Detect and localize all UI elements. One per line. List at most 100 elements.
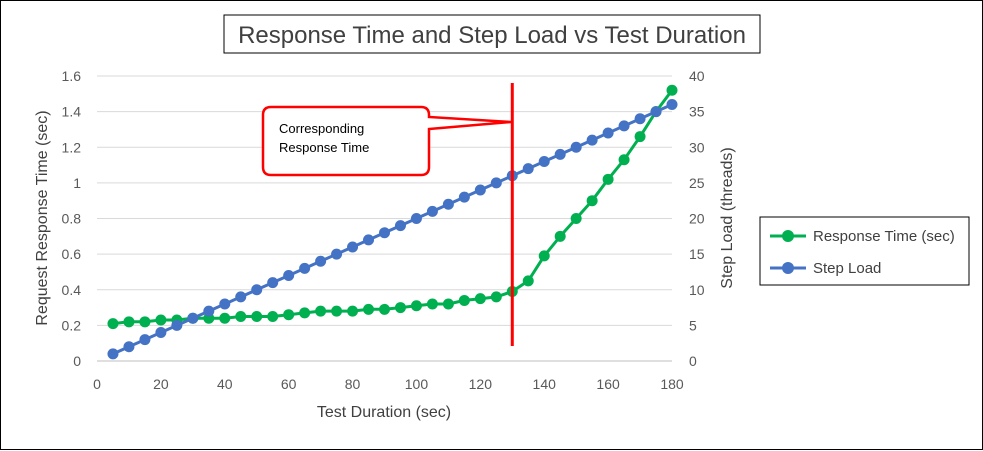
series-1-point <box>331 248 343 260</box>
chart-title: Response Time and Step Load vs Test Dura… <box>238 22 746 49</box>
y-tick-label: 0.4 <box>62 282 82 298</box>
series-0-point <box>586 195 598 207</box>
series-0-point <box>107 318 119 330</box>
y2-tick-label: 5 <box>689 317 697 333</box>
series-1-point <box>522 163 534 175</box>
series-0-point <box>267 310 279 322</box>
y-tick-label: 1.6 <box>62 68 82 84</box>
series-1-point <box>650 106 662 118</box>
series-0-point <box>394 302 406 314</box>
series-0-point <box>538 250 550 262</box>
x-tick-label: 0 <box>93 376 101 392</box>
series-0-point <box>299 307 311 319</box>
series-1-point <box>235 291 247 303</box>
y2-tick-label: 40 <box>689 68 705 84</box>
series-1-point <box>267 277 279 289</box>
series-1-point <box>458 191 470 203</box>
series-0-point <box>522 275 534 287</box>
series-1-point <box>171 319 183 331</box>
series-0-point <box>347 305 359 317</box>
series-1-point <box>139 334 151 346</box>
y-axis-title: Request Response Time (sec) <box>34 110 51 325</box>
series-1-point <box>666 99 678 110</box>
legend-label-response-time: Response Time (sec) <box>813 228 955 245</box>
series-1-point <box>123 341 135 353</box>
series-1-point <box>410 213 422 224</box>
x-tick-label: 120 <box>469 376 493 392</box>
series-0-point <box>283 309 295 321</box>
series-1-point <box>490 177 502 189</box>
series-1-point <box>394 220 406 232</box>
legend-marker-step-load <box>782 262 794 274</box>
series-0-point <box>139 316 151 328</box>
series-1-point <box>315 255 327 267</box>
legend-label-step-load: Step Load <box>813 260 881 277</box>
series-0-point <box>634 131 646 143</box>
y-tick-label: 0.6 <box>62 246 82 262</box>
series-layer <box>107 84 678 360</box>
legend-box <box>759 216 970 286</box>
series-1-point <box>251 284 263 296</box>
series-0-point <box>490 291 502 303</box>
series-0-point <box>363 303 375 315</box>
series-1-point <box>363 234 375 246</box>
legend: Response Time (sec) Step Load <box>759 216 970 286</box>
series-1-point <box>538 156 550 167</box>
series-0-point <box>219 312 231 324</box>
callout-line-1: Corresponding <box>279 121 364 136</box>
y2-tick-label: 30 <box>689 139 705 155</box>
series-0-point <box>315 305 327 317</box>
series-0-point <box>379 303 390 315</box>
y-tick-label: 1.4 <box>62 104 82 120</box>
series-0-point <box>235 310 247 322</box>
callout: Corresponding Response Time <box>261 105 512 177</box>
y2-tick-label: 15 <box>689 246 705 262</box>
series-0-point <box>554 230 566 242</box>
series-0-point <box>331 305 343 317</box>
x-tick-label: 80 <box>345 376 361 392</box>
series-1-point <box>634 113 646 125</box>
x-tick-label: 100 <box>405 376 429 392</box>
series-1-point <box>203 305 215 317</box>
y-tick-label: 0.2 <box>62 317 82 333</box>
x-tick-label: 160 <box>596 376 620 392</box>
x-tick-label: 60 <box>281 376 297 392</box>
series-0-point <box>602 173 614 185</box>
y2-tick-labels: 0 5 10 15 20 25 30 35 40 <box>689 68 705 369</box>
series-0-point <box>123 316 135 328</box>
series-1-point <box>474 184 486 196</box>
callout-box <box>261 105 512 177</box>
y2-tick-label: 35 <box>689 104 705 120</box>
x-tick-label: 40 <box>217 376 233 392</box>
series-1-point <box>586 134 598 146</box>
series-1-point <box>107 348 119 360</box>
title-box <box>223 14 761 54</box>
series-0-point <box>570 213 582 224</box>
y-tick-label: 1.2 <box>62 139 82 155</box>
series-1-point <box>155 327 167 338</box>
series-0-point <box>442 298 454 310</box>
series-0-point <box>426 298 438 310</box>
series-1-point <box>570 141 582 153</box>
series-1-point <box>219 298 231 310</box>
series-1-point <box>299 262 311 274</box>
series-0-point <box>155 314 167 326</box>
series-1-point <box>618 120 630 132</box>
x-tick-label: 20 <box>153 376 169 392</box>
series-0-point <box>458 294 470 306</box>
x-axis-title: Test Duration (sec) <box>317 404 451 421</box>
y-tick-label: 0 <box>73 353 81 369</box>
series-0-point <box>474 293 486 305</box>
y-tick-label: 0.8 <box>62 211 82 227</box>
y2-tick-label: 0 <box>689 353 697 369</box>
series-1-point <box>426 205 438 217</box>
callout-line-2: Response Time <box>279 140 369 155</box>
series-0-point <box>618 154 630 166</box>
y2-tick-label: 10 <box>689 282 705 298</box>
y2-axis-title: Step Load (threads) <box>719 147 736 288</box>
x-tick-label: 140 <box>533 376 557 392</box>
y-tick-labels: 0 0.2 0.4 0.6 0.8 1 1.2 1.4 1.6 <box>62 68 82 369</box>
series-1-point <box>283 270 295 281</box>
y2-tick-label: 25 <box>689 175 705 191</box>
